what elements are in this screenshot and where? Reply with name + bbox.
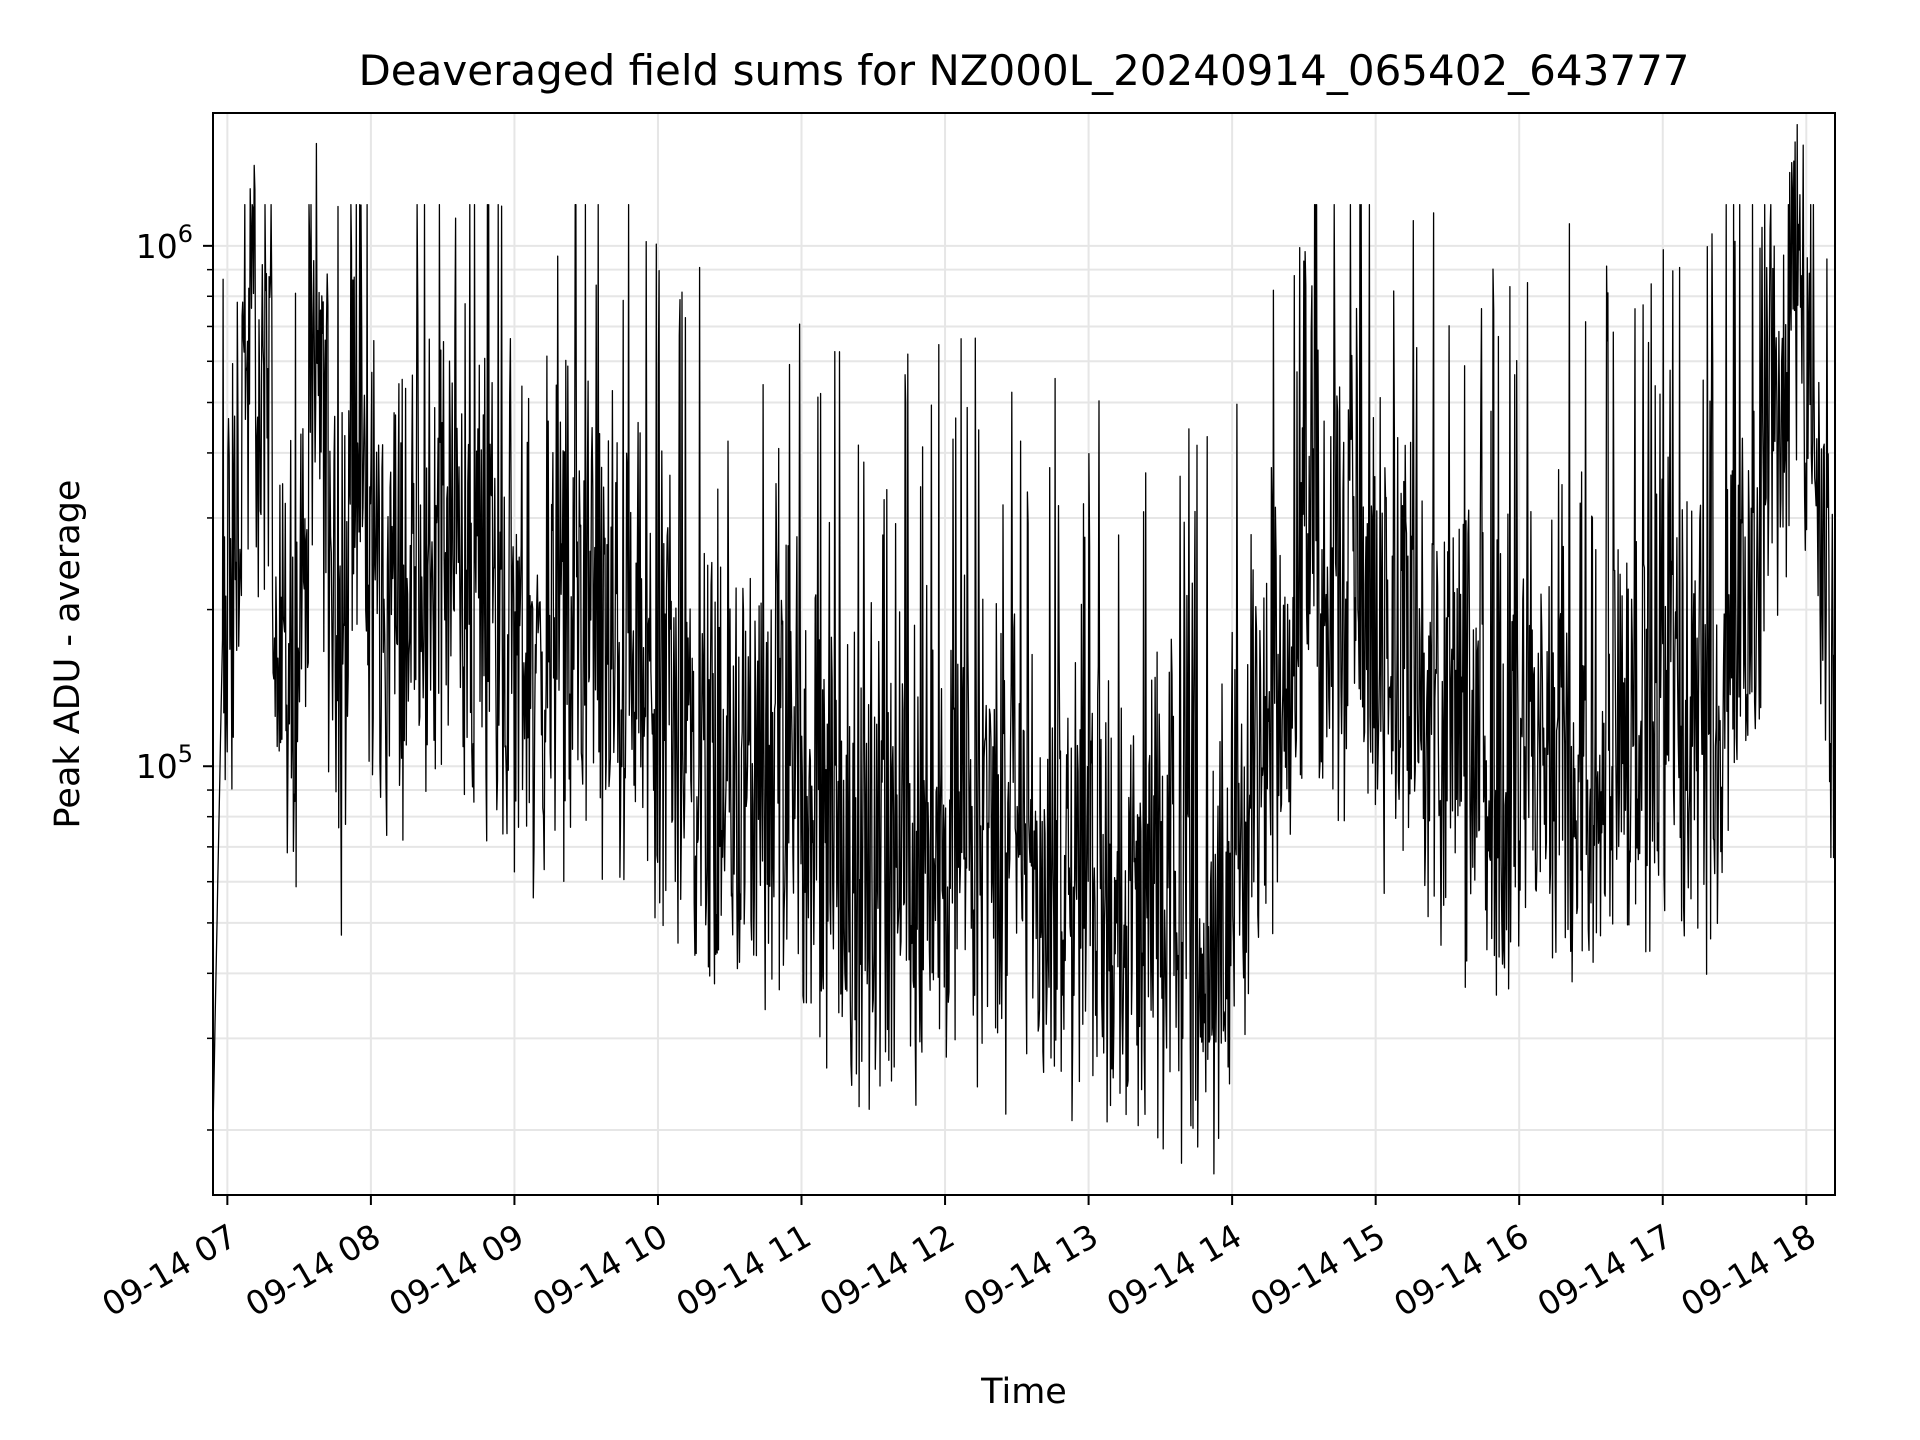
y-axis-title: Peak ADU - average [48, 480, 88, 829]
data-layer [212, 123, 1836, 1175]
plot-frame [212, 112, 1836, 1196]
series-line [212, 123, 1836, 1175]
x-axis-title: Time [980, 1372, 1067, 1412]
chart-title: Deaveraged field sums for NZ000L_2024091… [358, 46, 1689, 95]
y-tick-label: 105 [136, 740, 193, 786]
y-tick-label: 106 [136, 220, 193, 266]
